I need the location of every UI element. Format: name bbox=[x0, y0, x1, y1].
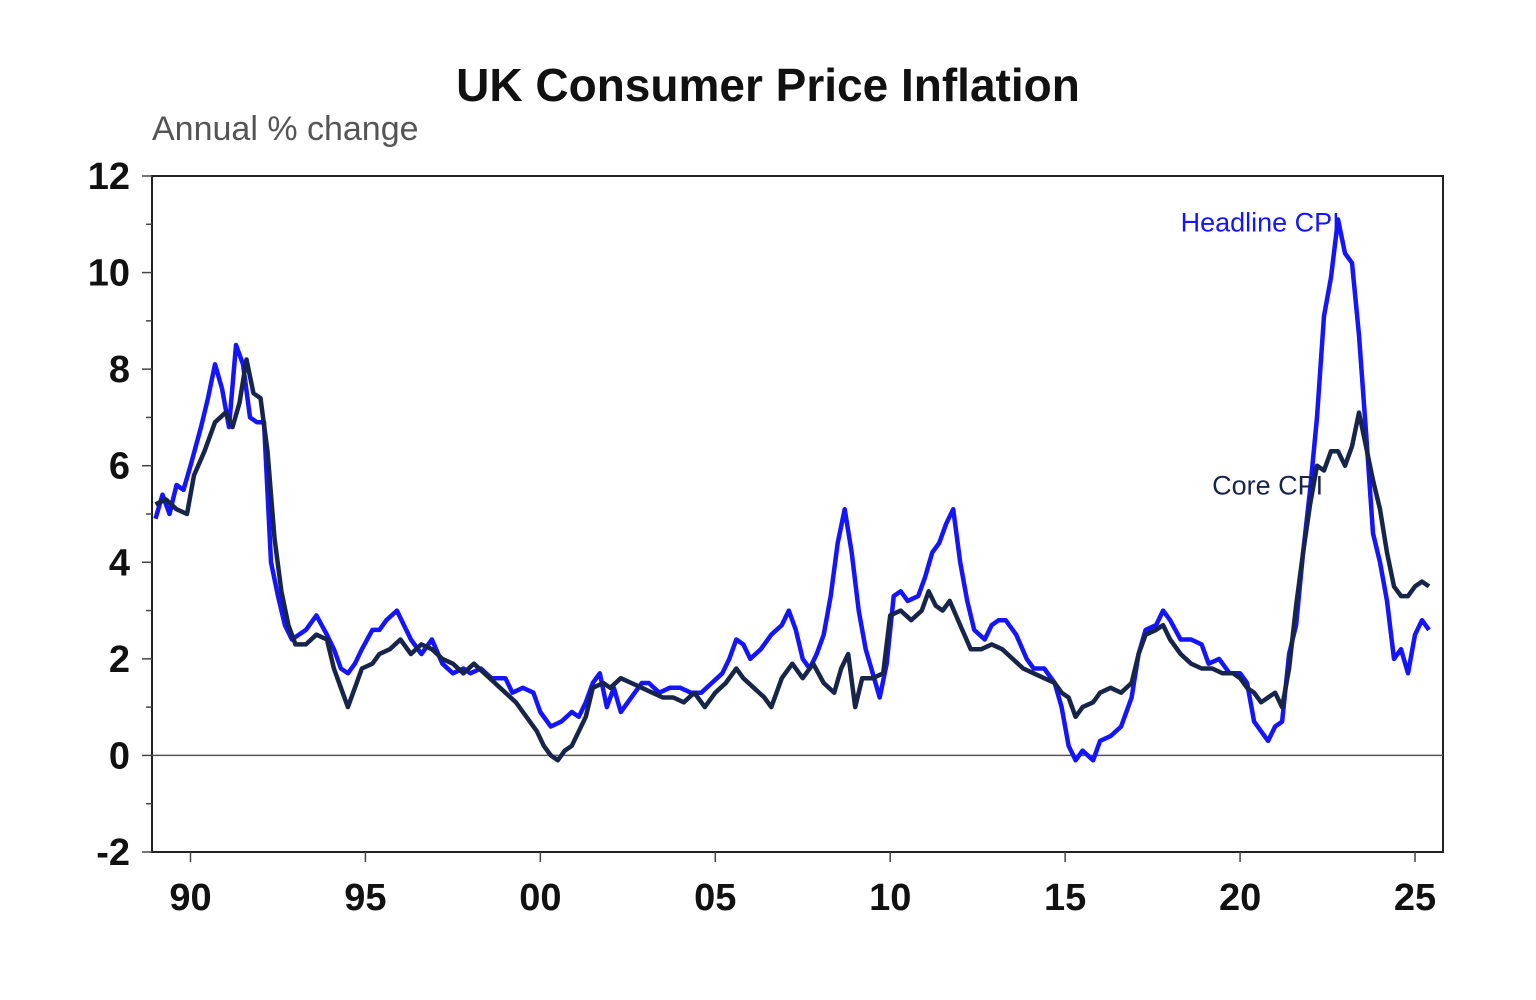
y-tick-label: 6 bbox=[109, 446, 130, 488]
y-tick-label: 2 bbox=[109, 639, 130, 681]
series-label-core-cpi: Core CPI bbox=[1212, 471, 1323, 501]
x-tick-label: 05 bbox=[694, 877, 736, 919]
series-label-headline-cpi: Headline CPI bbox=[1181, 208, 1340, 238]
x-tick-label: 25 bbox=[1394, 877, 1436, 919]
x-tick-label: 15 bbox=[1044, 877, 1086, 919]
x-tick-label: 00 bbox=[519, 877, 561, 919]
x-tick-label: 90 bbox=[169, 877, 211, 919]
y-tick-label: 10 bbox=[88, 253, 130, 295]
plot-frame bbox=[151, 175, 1444, 853]
y-tick-label: 12 bbox=[88, 156, 130, 198]
x-tick-label: 10 bbox=[869, 877, 911, 919]
y-tick-label: 8 bbox=[109, 349, 130, 391]
series-group bbox=[153, 217, 1431, 763]
x-tick-label: 95 bbox=[344, 877, 386, 919]
x-tick-label: 20 bbox=[1219, 877, 1261, 919]
chart-subtitle: Annual % change bbox=[152, 110, 419, 148]
annotation-group: Headline CPI Core CPI bbox=[1181, 208, 1340, 501]
y-tick-label: 4 bbox=[109, 542, 130, 584]
y-axis: -2 0 2 4 6 8 10 12 bbox=[88, 156, 152, 874]
y-tick-label: -2 bbox=[96, 832, 130, 874]
series-line-headline-cpi bbox=[153, 217, 1431, 763]
x-axis: 90 95 00 05 10 15 20 25 bbox=[169, 852, 1436, 919]
y-tick-label: 0 bbox=[109, 735, 130, 777]
chart-title: UK Consumer Price Inflation bbox=[456, 59, 1080, 111]
series-line-core-cpi bbox=[154, 357, 1431, 763]
